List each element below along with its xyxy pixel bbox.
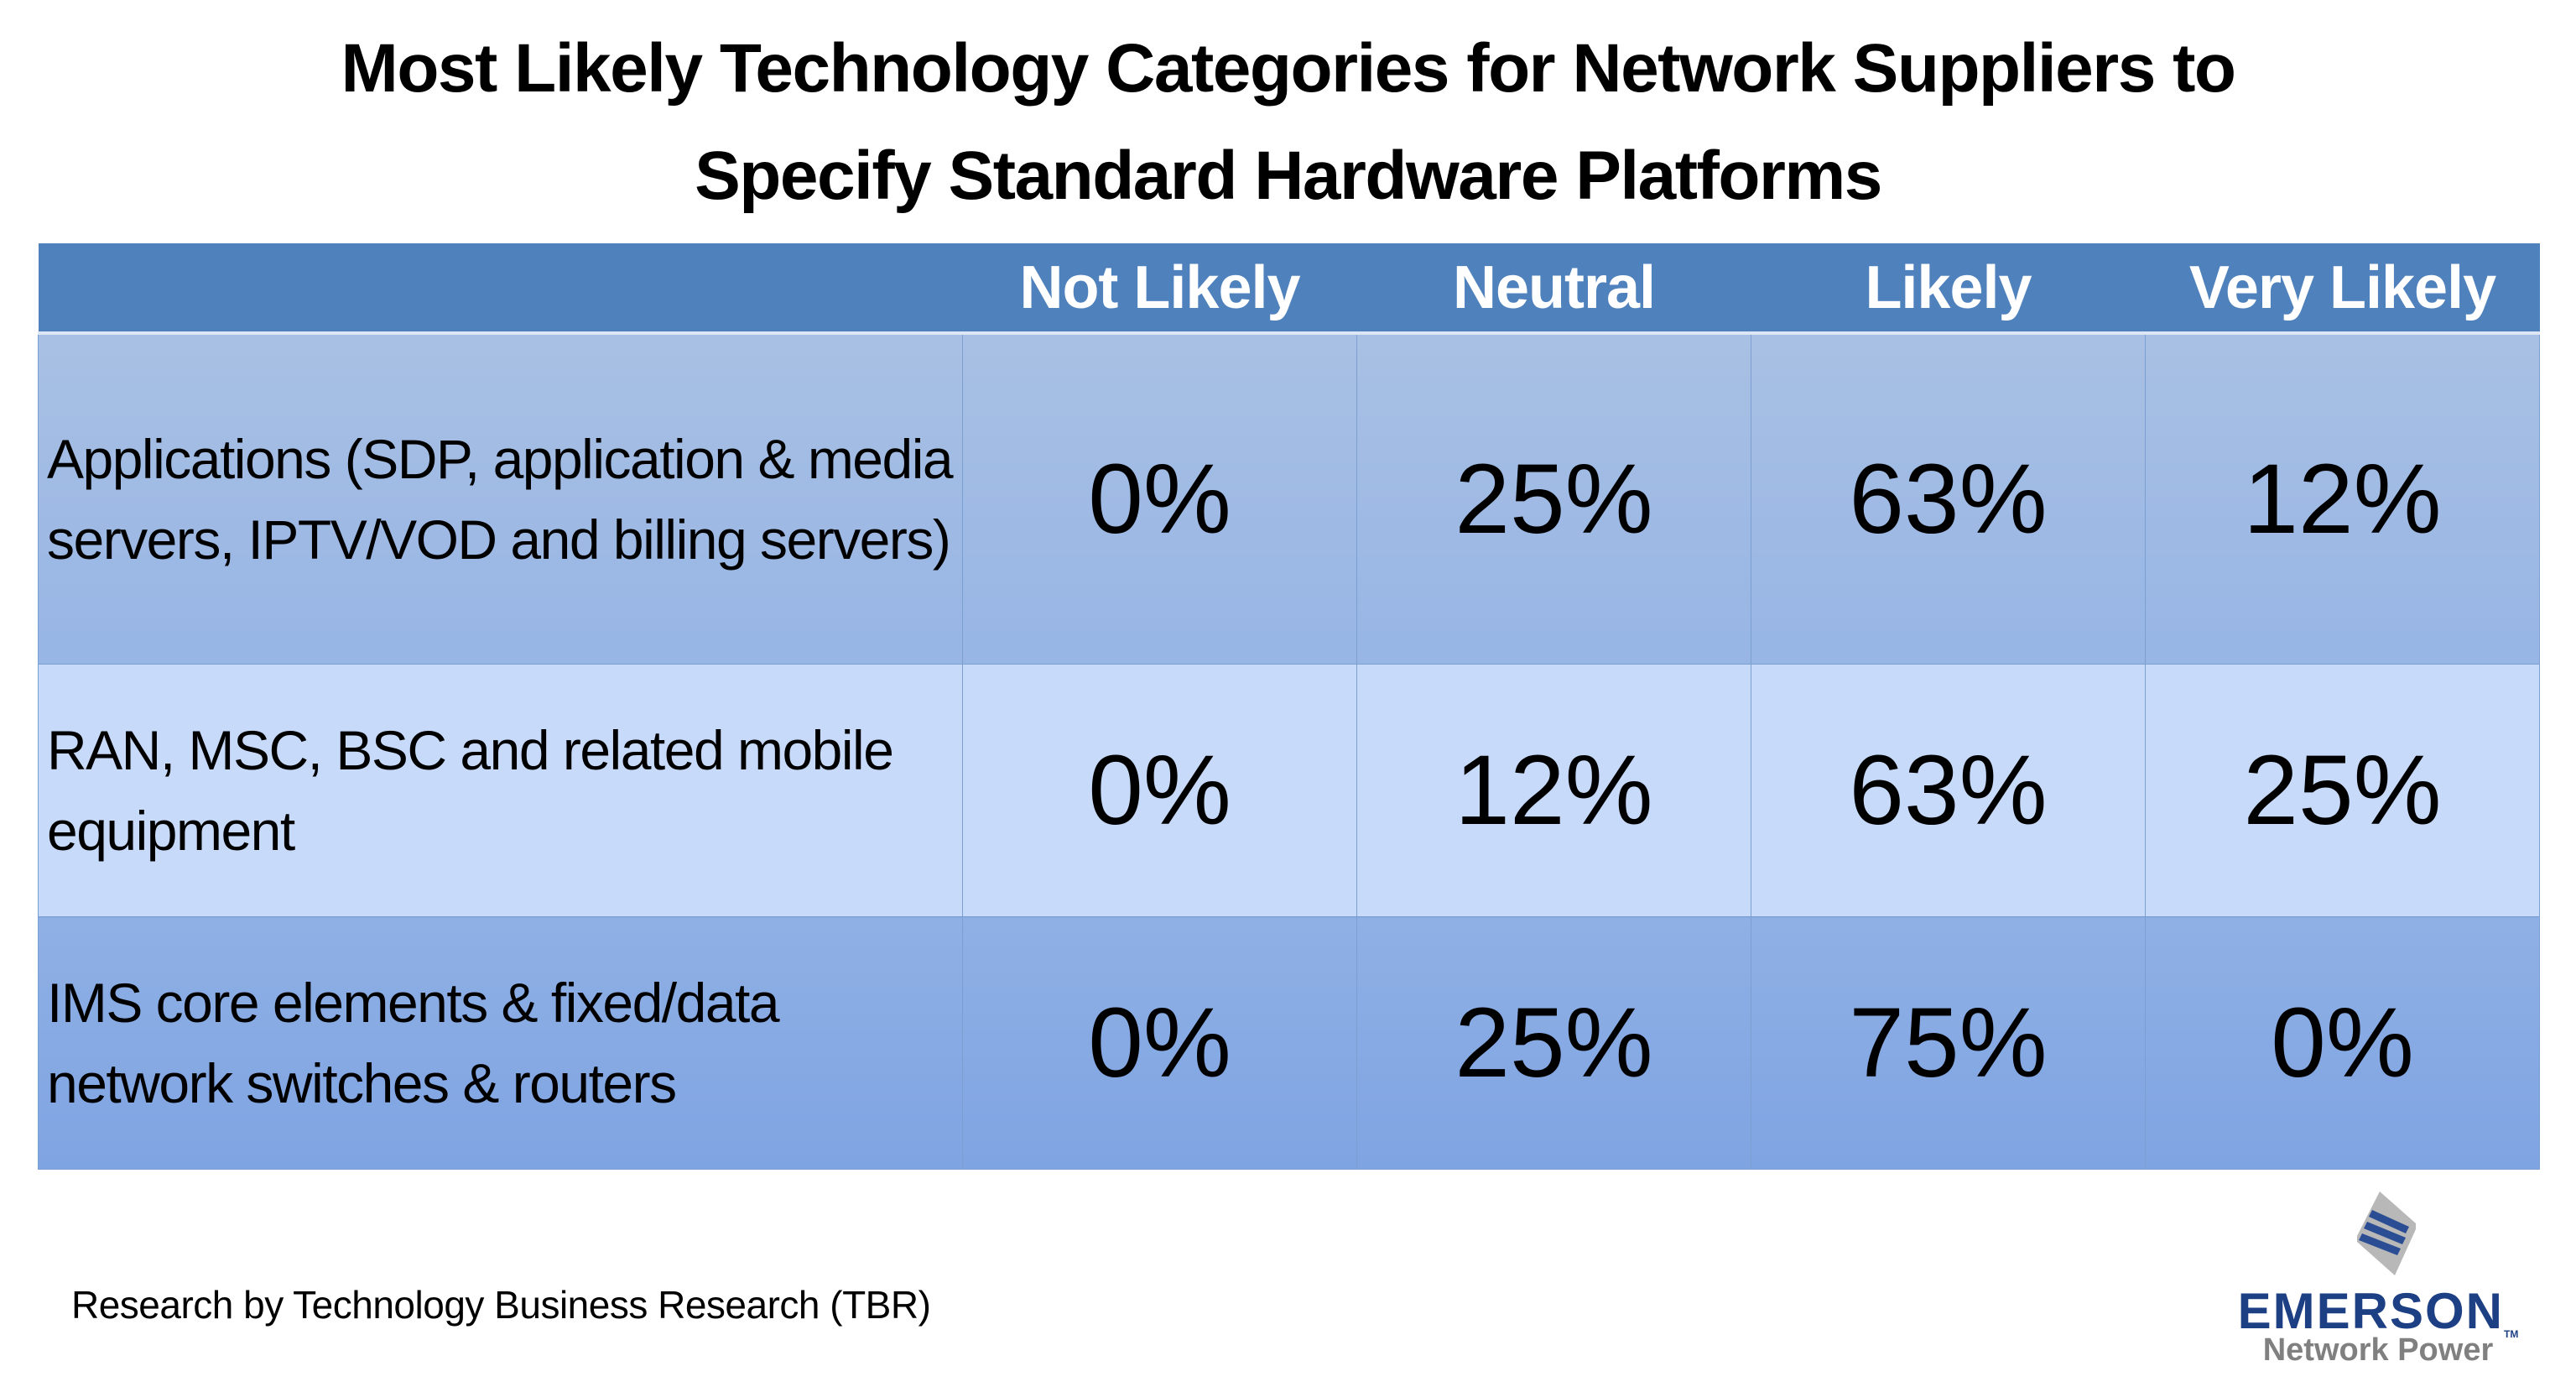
cell-neutral: 25% [1356, 916, 1751, 1170]
header-empty [38, 243, 963, 335]
page-title: Most Likely Technology Categories for Ne… [0, 15, 2576, 230]
table-header-row: Not Likely Neutral Likely Very Likely [38, 243, 2540, 335]
header-not-likely: Not Likely [962, 243, 1357, 335]
logo-subtitle: Network Power [2262, 1332, 2494, 1368]
cell-likely: 63% [1751, 332, 2146, 665]
table-row: Applications (SDP, application & media s… [38, 332, 2540, 665]
emerson-mark-icon [2357, 1191, 2416, 1275]
cell-not-likely: 0% [962, 332, 1357, 665]
table-row: RAN, MSC, BSC and related mobile equipme… [38, 664, 2540, 917]
source-note: Research by Technology Business Research… [71, 1283, 931, 1327]
emerson-logo: EMERSONTM Network Power [2214, 1191, 2542, 1376]
header-very-likely: Very Likely [2145, 243, 2540, 335]
cell-very-likely: 12% [2145, 332, 2540, 665]
cell-very-likely: 0% [2145, 916, 2540, 1170]
title-line-1: Most Likely Technology Categories for Ne… [341, 30, 2236, 107]
cell-very-likely: 25% [2145, 664, 2540, 917]
cell-likely: 63% [1751, 664, 2146, 917]
row-label: RAN, MSC, BSC and related mobile equipme… [38, 664, 963, 917]
header-neutral: Neutral [1356, 243, 1751, 335]
table-row: IMS core elements & fixed/data network s… [38, 916, 2540, 1170]
logo-tm: TM [2504, 1328, 2519, 1340]
logo-brand-text: EMERSON [2237, 1283, 2505, 1339]
header-likely: Likely [1751, 243, 2146, 335]
row-label: Applications (SDP, application & media s… [38, 332, 963, 665]
cell-likely: 75% [1751, 916, 2146, 1170]
cell-neutral: 12% [1356, 664, 1751, 917]
cell-not-likely: 0% [962, 916, 1357, 1170]
row-label: IMS core elements & fixed/data network s… [38, 916, 963, 1170]
likelihood-table: Not Likely Neutral Likely Very Likely Ap… [38, 243, 2540, 1170]
logo-brand: EMERSONTM [2214, 1282, 2542, 1340]
cell-not-likely: 0% [962, 664, 1357, 917]
cell-neutral: 25% [1356, 332, 1751, 665]
title-line-2: Specify Standard Hardware Platforms [695, 138, 1882, 214]
